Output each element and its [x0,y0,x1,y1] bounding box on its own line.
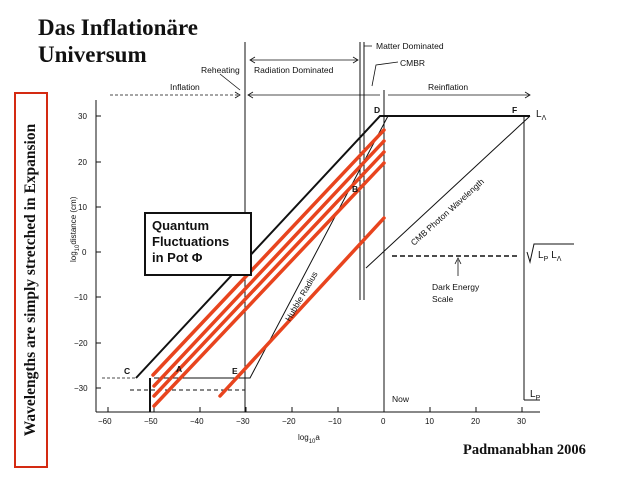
quantum-fluctuations-box: Quantum Fluctuations in Pot Φ [144,212,252,276]
x-tick-label: 30 [517,417,526,426]
y-tick-label: −10 [74,293,88,302]
credit-text: Padmanabhan 2006 [463,442,586,458]
x-tick-label: 10 [425,417,434,426]
cmb-wavelength-label: CMB Photon Wavelength [409,176,487,247]
x-tick-label: −20 [282,417,296,426]
point-e: E [232,366,238,376]
x-axis-title: log10a [298,433,320,445]
y-tick-label: 20 [78,158,87,167]
quantum-line-2: Fluctuations [152,234,230,249]
radiation-label: Radiation Dominated [254,65,334,75]
title-line-2: Universum [38,42,147,67]
wavelength-line-3 [152,150,386,398]
cmb-wavelength-line [365,115,531,269]
x-tick-label: 20 [471,417,480,426]
quantum-line-1: Quantum [152,218,210,233]
curves [102,115,574,412]
y-tick-label: −20 [74,339,88,348]
sqrt-lp-llambda: LP LΛ [538,250,562,263]
sqrt-sign [526,243,574,264]
slide-title: Das Inflationäre Universum [38,14,198,68]
quantum-line-3: in Pot Φ [152,250,203,265]
y-axis-title: log10distance (cm) [69,196,81,262]
dark-energy-label-2: Scale [432,294,454,304]
side-caption-box: Wavelengths are simply stretched in Expa… [14,92,48,468]
inflation-label: Inflation [170,82,200,92]
reinflation-arrowhead [524,91,531,99]
dark-energy-label-1: Dark Energy [432,282,480,292]
radiation-arrowhead-right [352,56,359,64]
l-lambda-label: LΛ [536,109,547,122]
title-line-1: Das Inflationäre [38,15,198,40]
inflation-arrowhead [234,91,241,99]
x-tick-label: 0 [381,417,386,426]
wavelength-line-5 [218,216,386,398]
matter-label: Matter Dominated [376,41,444,51]
dark-energy-arrowhead [454,257,462,265]
point-c: C [124,366,130,376]
reinflation-label: Reinflation [428,82,468,92]
y-tick-label: 0 [82,248,87,257]
x-tick-label: −30 [236,417,250,426]
outer-envelope [135,115,530,379]
x-tick-label: −60 [98,417,112,426]
cmbr-label: CMBR [400,58,425,68]
now-label: Now [392,394,410,404]
point-a: A [176,364,182,374]
point-d: D [374,105,380,115]
y-tick-label: 10 [78,203,87,212]
x-tick-label: −40 [190,417,204,426]
reheating-label: Reheating [201,65,240,75]
matter-pointer [363,45,372,55]
x-tick-label: −50 [144,417,158,426]
wavelength-line-2 [152,139,386,388]
l-planck-label: LP [530,389,541,402]
axes [95,100,540,413]
mid-arrowhead [247,91,254,99]
y-tick-label: −30 [74,384,88,393]
hubble-radius-curve [154,115,408,379]
reheating-pointer [219,73,241,91]
cmbr-pointer [371,61,399,87]
x-tick-label: −10 [328,417,342,426]
y-tick-label: 30 [78,112,87,121]
radiation-arrowhead-left [249,56,256,64]
wavelength-line-1 [151,128,386,377]
fluctuation-wavelengths [151,128,386,408]
wavelength-line-4 [152,161,386,408]
point-b: B [352,184,358,194]
point-f: F [512,105,517,115]
